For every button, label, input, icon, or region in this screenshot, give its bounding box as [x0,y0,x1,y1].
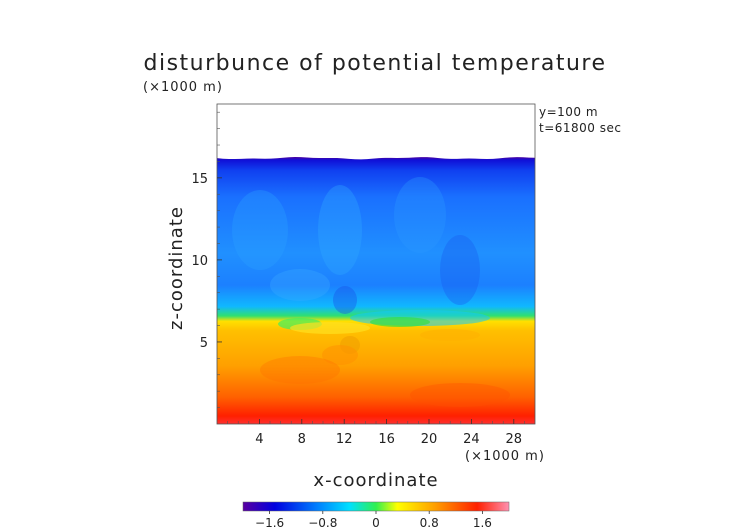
x-axis-label: x-coordinate [313,470,438,491]
colorbar-bar [242,501,510,512]
y-axis-label: z-coordinate [166,206,187,330]
y-tick-label: 5 [200,336,208,351]
x-tick-label: 20 [421,432,438,447]
colorbar: −1.6 −0.8 0 0.8 1.6 [242,501,510,530]
field-structure [260,356,340,384]
colorbar-tick-label: −1.6 [255,516,284,530]
y-axis: 5 10 15 [191,111,222,408]
field-structure [394,177,446,253]
y-unit-label: (×1000 m) [143,80,223,95]
x-tick-label: 28 [506,432,523,447]
x-tick-label: 12 [336,432,353,447]
annotation-time: t=61800 sec [539,121,621,135]
colorbar-tick-label: 1.6 [473,516,492,530]
chart-title: disturbunce of potential temperature [144,51,607,76]
field-structure [440,235,480,305]
field-structure [322,345,358,365]
colorbar-tick-label: −0.8 [308,516,337,530]
colorbar-ticks: −1.6 −0.8 0 0.8 1.6 [255,511,492,530]
annotation-y-position: y=100 m [539,105,598,119]
field-structure [420,329,480,341]
x-tick-label: 4 [255,432,263,447]
field-structure [290,322,370,334]
y-tick-label: 15 [191,172,208,187]
field-structure [333,286,357,314]
field-structure [410,383,510,407]
y-tick-label: 10 [191,254,208,269]
field-structure [270,269,330,301]
plot-area: 4 8 12 16 20 24 28 5 10 15 [191,103,536,447]
x-unit-label: (×1000 m) [465,449,545,464]
x-axis: 4 8 12 16 20 24 28 [227,419,525,447]
x-tick-label: 16 [378,432,395,447]
field-structure [232,190,288,270]
field-structure [370,317,430,327]
x-tick-label: 24 [463,432,480,447]
x-tick-label: 8 [298,432,306,447]
temperature-field [217,157,535,424]
field-structures [232,177,510,407]
colorbar-tick-label: 0 [372,516,380,530]
colorbar-tick-label: 0.8 [420,516,439,530]
field-structure [318,185,362,275]
